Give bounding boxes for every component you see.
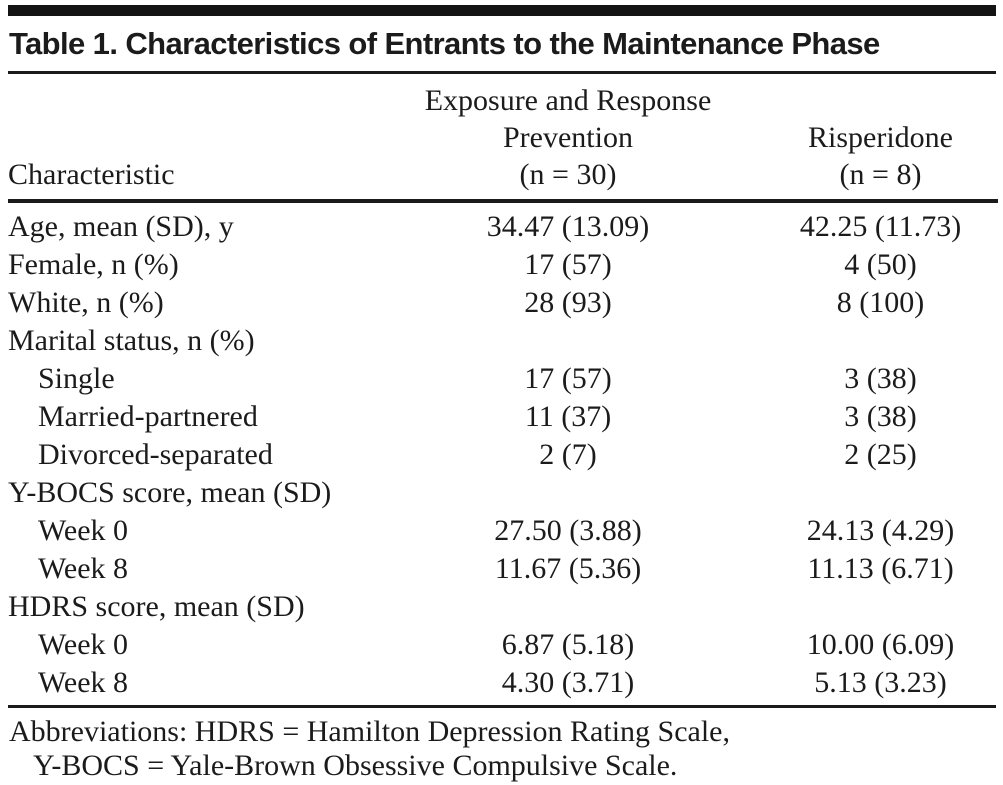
row-erp-value-cell	[373, 588, 763, 626]
footnote-line-1: Abbreviations: HDRS = Hamilton Depressio…	[9, 715, 730, 748]
footnote-line-2: Y-BOCS = Yale-Brown Obsessive Compulsive…	[33, 749, 678, 782]
row-characteristic-cell: Single	[38, 362, 115, 395]
body-footnote-rule	[8, 705, 996, 708]
row-risperidone-value-cell: 11.13 (6.71)	[807, 552, 954, 585]
row-risperidone-value-cell: 4 (50)	[844, 248, 917, 281]
row-characteristic-cell: Week 0	[38, 628, 129, 661]
row-risperidone-value-cell	[763, 474, 998, 512]
row-erp-value-cell: 11.67 (5.36)	[494, 552, 642, 585]
row-characteristic-cell: Female, n (%)	[8, 248, 179, 281]
row-erp-value-cell: 17 (57)	[524, 248, 612, 281]
row-characteristic-cell: Married-partnered	[38, 400, 258, 433]
row-characteristic-cell: Divorced-separated	[38, 438, 273, 471]
row-erp-value-cell: 11 (37)	[524, 400, 612, 433]
row-risperidone-value-cell: 3 (38)	[844, 362, 917, 395]
header-erp-line2: Prevention	[503, 121, 633, 154]
table-row: HDRS score, mean (SD)	[8, 588, 998, 626]
table-row: Single 17 (57) 3 (38)	[8, 360, 998, 398]
header-erp-group: Exposure and Response Prevention (n = 30…	[373, 74, 763, 203]
title-rule	[8, 71, 996, 74]
row-erp-value-cell	[373, 474, 763, 512]
row-characteristic-cell: HDRS score, mean (SD)	[8, 590, 305, 623]
row-risperidone-value-cell: 5.13 (3.23)	[814, 666, 947, 699]
row-characteristic-cell: Week 0	[38, 514, 129, 547]
row-risperidone-value-cell: 42.25 (11.73)	[799, 210, 962, 243]
header-risperidone-n: (n = 8)	[839, 158, 922, 191]
row-characteristic-cell: Y-BOCS score, mean (SD)	[8, 476, 332, 509]
table-row: Age, mean (SD), y 34.47 (13.09) 42.25 (1…	[8, 201, 998, 246]
row-erp-value-cell: 27.50 (3.88)	[494, 514, 642, 547]
header-risperidone-label: Risperidone	[808, 121, 953, 154]
row-risperidone-value-cell: 2 (25)	[844, 438, 917, 471]
table-title: Table 1. Characteristics of Entrants to …	[9, 26, 880, 61]
header-risperidone-group: Risperidone (n = 8)	[763, 74, 998, 203]
header-erp-line1: Exposure and Response	[424, 84, 712, 117]
table-row: Week 8 4.30 (3.71) 5.13 (3.23)	[8, 664, 998, 705]
table-body: Age, mean (SD), y 34.47 (13.09) 42.25 (1…	[8, 201, 998, 705]
table-row: Married-partnered 11 (37) 3 (38)	[8, 398, 998, 436]
row-risperidone-value-cell: 24.13 (4.29)	[806, 514, 955, 547]
row-characteristic-cell: Age, mean (SD), y	[8, 210, 234, 243]
row-erp-value-cell: 17 (57)	[524, 362, 612, 395]
row-characteristic-cell: Marital status, n (%)	[8, 324, 255, 357]
table-header: Characteristic Exposure and Response Pre…	[8, 74, 998, 203]
row-risperidone-value-cell: 3 (38)	[844, 400, 917, 433]
table-row: Week 0 6.87 (5.18) 10.00 (6.09)	[8, 626, 998, 664]
header-characteristic-label: Characteristic	[8, 158, 175, 191]
table-row: Week 0 27.50 (3.88) 24.13 (4.29)	[8, 512, 998, 550]
header-erp-n: (n = 30)	[519, 158, 617, 191]
characteristics-table: Characteristic Exposure and Response Pre…	[8, 74, 998, 705]
row-characteristic-cell: White, n (%)	[8, 286, 164, 319]
table-row: Marital status, n (%)	[8, 322, 998, 360]
row-risperidone-value-cell	[763, 588, 998, 626]
header-characteristic: Characteristic	[8, 74, 373, 203]
top-border-bar	[8, 5, 996, 16]
row-risperidone-value-cell: 10.00 (6.09)	[806, 628, 955, 661]
table-row: Y-BOCS score, mean (SD)	[8, 474, 998, 512]
row-erp-value-cell: 34.47 (13.09)	[486, 210, 650, 243]
row-erp-value-cell: 2 (7)	[539, 438, 597, 471]
row-characteristic-cell: Week 8	[38, 552, 129, 585]
table-row: Week 8 11.67 (5.36) 11.13 (6.71)	[8, 550, 998, 588]
row-erp-value-cell: 28 (93)	[524, 286, 612, 319]
table-row: White, n (%) 28 (93) 8 (100)	[8, 284, 998, 322]
abbreviations-footnote: Abbreviations: HDRS = Hamilton Depressio…	[8, 708, 996, 785]
row-risperidone-value-cell	[763, 322, 998, 360]
row-characteristic-cell: Week 8	[38, 666, 129, 699]
table-row: Female, n (%) 17 (57) 4 (50)	[8, 246, 998, 284]
row-erp-value-cell: 4.30 (3.71)	[501, 666, 635, 699]
table-row: Divorced-separated 2 (7) 2 (25)	[8, 436, 998, 474]
row-erp-value-cell: 6.87 (5.18)	[501, 628, 635, 661]
row-erp-value-cell	[373, 322, 763, 360]
row-risperidone-value-cell: 8 (100)	[836, 286, 925, 319]
